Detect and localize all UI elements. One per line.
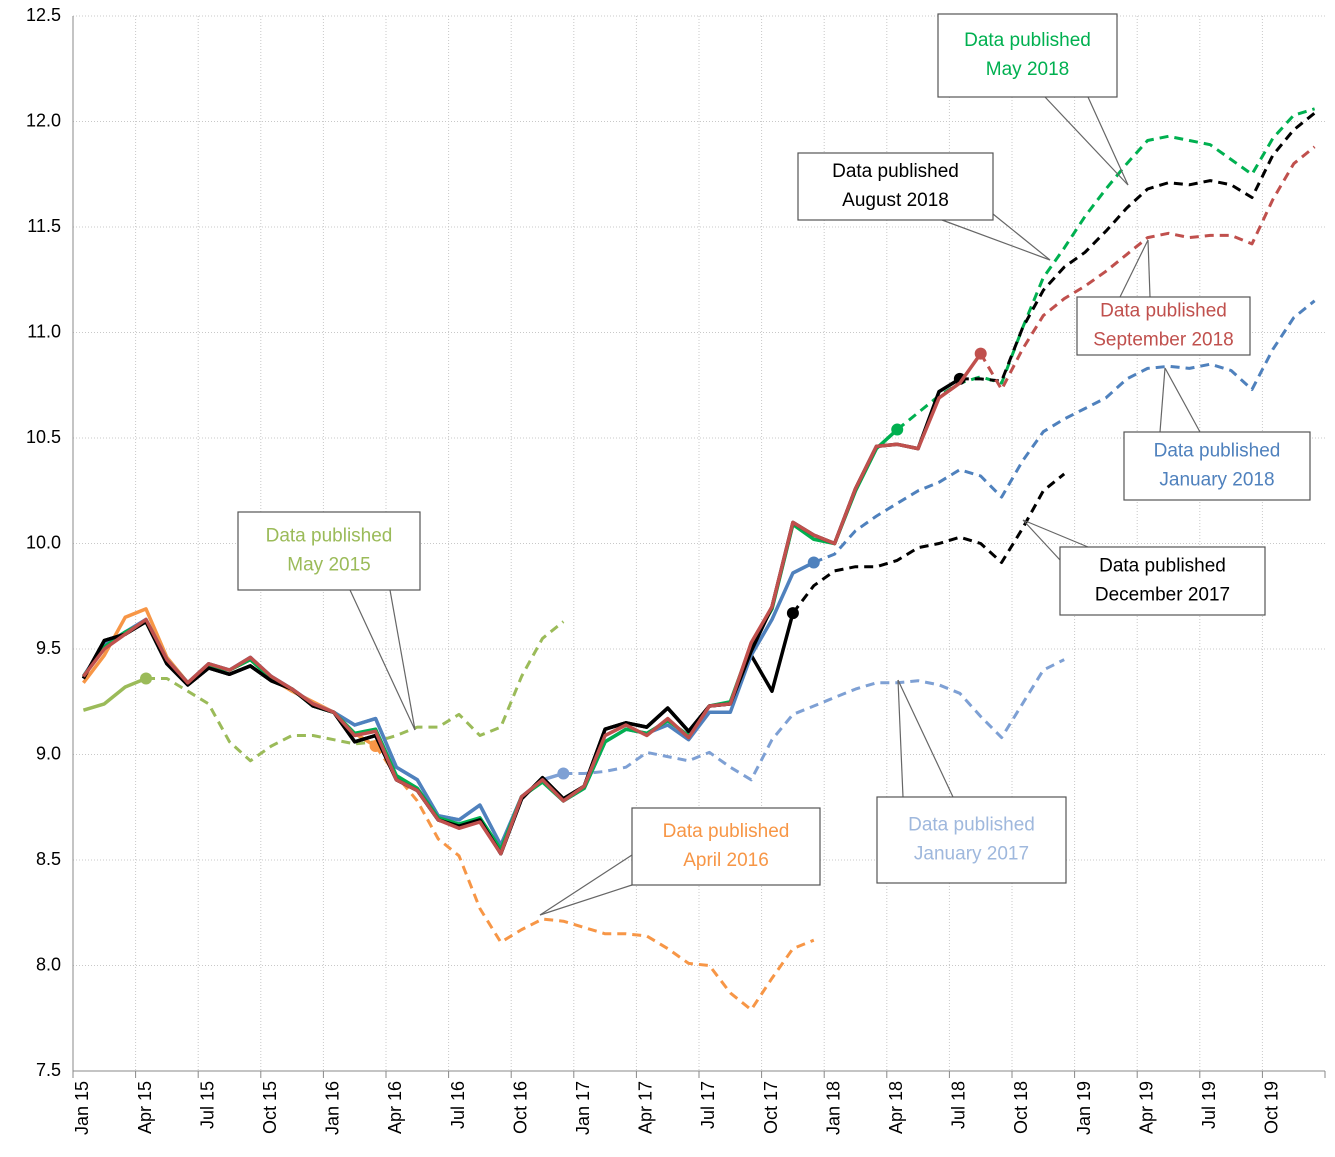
forecast-line [813, 299, 1316, 564]
annotation-box [1059, 546, 1266, 616]
annotation: Data published January 2017 [876, 679, 1067, 884]
forecast-line [896, 107, 1316, 431]
annotation-box [1076, 296, 1251, 356]
leader-line [1164, 367, 1201, 433]
annotation-text: December 2017 [1095, 585, 1230, 606]
publish-point [786, 607, 799, 620]
y-tick-label: 7.5 [36, 1060, 61, 1080]
x-tick-label: Oct 19 [1262, 1081, 1282, 1134]
annotation-text: August 2018 [842, 190, 949, 211]
forecast-line [146, 620, 565, 763]
leader-line [1119, 239, 1149, 298]
annotation-box [1123, 431, 1311, 501]
x-tick-label: Jan 16 [323, 1081, 343, 1135]
y-tick-label: 12.0 [26, 110, 61, 130]
x-tick-label: Apr 17 [636, 1081, 656, 1134]
history-line [82, 676, 147, 712]
y-tick-label: 11.0 [27, 321, 61, 341]
annotation-box [937, 13, 1118, 98]
leader-line [1159, 367, 1166, 433]
annotation: Data published January 2018 [1123, 367, 1311, 501]
x-tick-label: Apr 19 [1136, 1081, 1156, 1134]
leader-line [1087, 96, 1129, 186]
annotation-text: May 2018 [986, 59, 1069, 80]
x-tick-label: Jul 16 [448, 1081, 468, 1129]
annotation: Data published August 2018 [797, 152, 1051, 261]
history-line [81, 428, 899, 852]
annotation-text: Data published [663, 821, 790, 842]
forecast-line [791, 472, 1066, 615]
y-tick-label: 10.5 [26, 427, 61, 447]
publish-point [891, 423, 904, 436]
annotation-text: Data published [1100, 301, 1227, 322]
x-tick-label: Apr 18 [886, 1081, 906, 1134]
forecast-line [374, 745, 815, 1012]
leader-line [897, 679, 954, 798]
y-tick-label: 8.5 [36, 849, 61, 869]
annotation-text: Data published [964, 30, 1091, 51]
annotation-box [237, 511, 421, 591]
annotation: Data published May 2018 [937, 13, 1129, 186]
annotation-text: April 2016 [683, 850, 769, 871]
annotation: Data published May 2015 [237, 511, 421, 731]
annotation-text: Data published [908, 815, 1035, 836]
history-line [82, 352, 983, 856]
publish-point [974, 347, 987, 360]
x-tick-label: Jan 17 [573, 1081, 593, 1135]
y-tick-label: 9.5 [36, 638, 61, 658]
leader-line [1044, 96, 1129, 186]
leader-line [992, 213, 1051, 261]
x-tick-label: Oct 15 [260, 1081, 280, 1134]
publish-point [557, 767, 570, 780]
annotation-text: Data published [832, 161, 959, 182]
x-tick-label: Jan 15 [72, 1081, 92, 1135]
publish-point [140, 672, 153, 685]
annotation-text: Data published [266, 526, 393, 547]
y-tick-label: 12.5 [26, 5, 61, 25]
x-tick-label: Jan 19 [1074, 1081, 1094, 1135]
y-tick-label: 10.0 [26, 532, 61, 552]
x-tick-label: Oct 18 [1011, 1081, 1031, 1134]
x-tick-label: Oct 17 [761, 1081, 781, 1134]
x-tick-label: Apr 16 [385, 1081, 405, 1134]
x-tick-label: Jan 18 [823, 1081, 843, 1135]
annotation-box [631, 807, 821, 886]
annotation-text: May 2015 [287, 555, 370, 576]
annotation-box [797, 152, 994, 221]
x-tick-label: Jul 15 [197, 1081, 217, 1129]
forecast-line [563, 658, 1065, 782]
annotation: Data published April 2016 [539, 807, 821, 916]
annotation: Data published September 2018 [1076, 239, 1251, 356]
annotation-text: January 2018 [1159, 470, 1274, 491]
x-tick-label: Apr 15 [135, 1081, 155, 1134]
leader-line [539, 884, 633, 916]
forecast-line [959, 111, 1316, 383]
x-tick-label: Jul 17 [698, 1081, 718, 1129]
history-line [81, 377, 961, 856]
y-tick-label: 11.5 [27, 216, 61, 236]
leader-line [1147, 239, 1151, 298]
leader-line [539, 854, 633, 916]
x-tick-label: Oct 16 [510, 1081, 530, 1134]
publish-point [807, 556, 820, 569]
annotation-box [876, 796, 1067, 884]
leader-line [1022, 519, 1089, 548]
leader-line [389, 589, 416, 731]
annotation-text: September 2018 [1093, 330, 1234, 351]
x-tick-label: Jul 18 [949, 1081, 969, 1129]
forecast-line [979, 145, 1316, 391]
leader-line [897, 679, 904, 798]
leader-line [349, 589, 416, 731]
annotation: Data published December 2017 [1022, 519, 1266, 616]
annotation-text: Data published [1154, 441, 1281, 462]
annotation-text: Data published [1099, 556, 1226, 577]
y-tick-label: 8.0 [36, 954, 61, 974]
leader-line [1022, 519, 1061, 561]
annotation-text: January 2017 [914, 844, 1029, 865]
leader-line [941, 219, 1051, 261]
x-tick-label: Jul 19 [1199, 1081, 1219, 1129]
y-tick-label: 9.0 [36, 743, 61, 763]
